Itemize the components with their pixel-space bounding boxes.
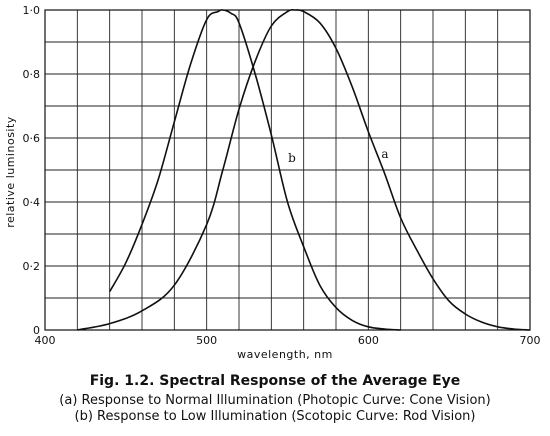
tick-labels: 400 500 600 700 0 0·2 0·4 0·6 0·8 1·0 — [23, 4, 541, 347]
y-tick-label: 0 — [33, 324, 40, 337]
curves: ab — [77, 8, 531, 331]
grid — [44, 9, 531, 331]
curve-b — [109, 9, 401, 331]
figure-caption-line-a: (a) Response to Normal Illumination (Pho… — [59, 393, 491, 408]
y-axis-label: relative luminosity — [4, 116, 17, 228]
curve-a — [77, 8, 531, 331]
y-tick-label: 0·2 — [23, 260, 41, 273]
y-tick-label: 0·6 — [23, 132, 41, 145]
y-tick-label: 1·0 — [23, 4, 41, 17]
x-tick-label: 500 — [196, 334, 217, 347]
y-tick-label: 0·8 — [23, 68, 41, 81]
y-tick-label: 0·4 — [23, 196, 41, 209]
x-tick-label: 700 — [520, 334, 541, 347]
x-axis-label: wavelength, nm — [237, 348, 333, 361]
curve-label-b: b — [288, 151, 296, 165]
plot-frame — [44, 9, 531, 331]
figure-caption-title: Fig. 1.2. Spectral Response of the Avera… — [89, 373, 461, 389]
x-tick-label: 400 — [35, 334, 56, 347]
curve-label-a: a — [381, 147, 388, 161]
x-tick-label: 600 — [358, 334, 379, 347]
figure-caption-line-b: (b) Response to Low Illumination (Scotop… — [74, 409, 476, 424]
